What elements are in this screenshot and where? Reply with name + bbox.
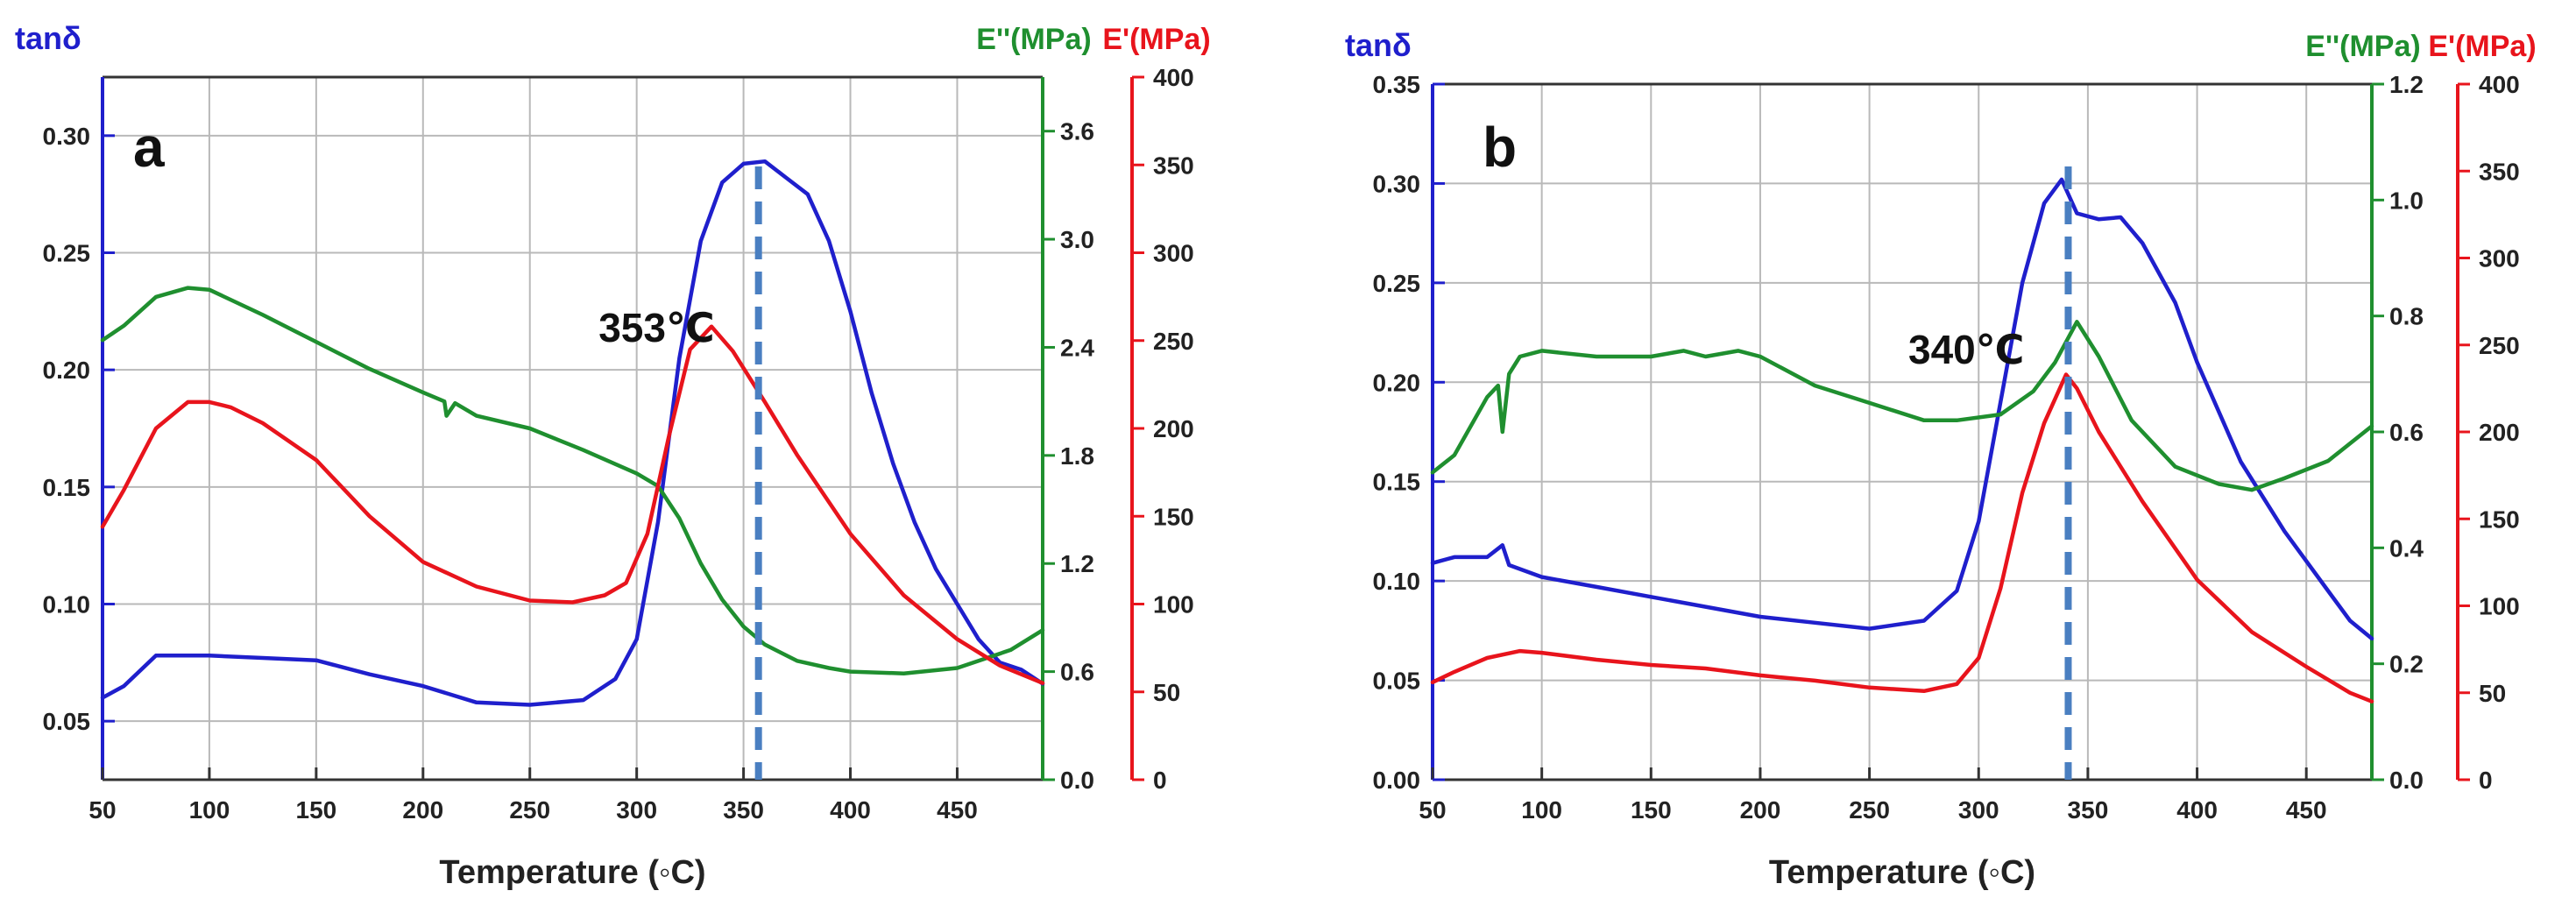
panel-a: 50 100 150 200 250 300 350 400 450 0.05 0.10 0.15 0.… [15, 20, 1211, 891]
e-double-prime-tick-label: 3.0 [1060, 226, 1094, 253]
left-y-tick-label: 0.15 [1373, 469, 1421, 496]
e-prime-tick-label: 200 [1153, 415, 1194, 442]
e-prime-tick-label: 150 [2479, 505, 2520, 533]
e-prime-tick-label: 350 [1153, 152, 1194, 179]
x-axis-title: Temperature (◦C) [439, 854, 705, 891]
left-y-tick-label: 0.10 [1373, 568, 1421, 595]
x-tick-label: 100 [1521, 796, 1562, 824]
e-prime-tick-label: 50 [1153, 679, 1180, 706]
x-tick-label: 50 [88, 796, 116, 824]
e-prime-tick-label: 150 [1153, 503, 1194, 530]
e-double-prime-tick-label: 0.6 [2389, 419, 2424, 446]
left-y-tick-label: 0.25 [43, 240, 91, 267]
e-double-prime-tick-label: 0.0 [2389, 767, 2424, 794]
x-tick-label: 350 [723, 796, 764, 824]
left-y-tick-label: 0.15 [43, 474, 91, 501]
e-double-prime-tick-label: 0.2 [2389, 651, 2424, 678]
left-y-tick-label: 0.10 [43, 591, 91, 619]
x-tick-label: 300 [1958, 796, 1999, 824]
left-y-tick-label: 0.25 [1373, 270, 1421, 297]
x-tick-label: 100 [189, 796, 230, 824]
x-tick-label: 450 [937, 796, 978, 824]
x-tick-label: 400 [830, 796, 871, 824]
tan-delta-line [1430, 177, 2374, 641]
left-y-tick-label: 0.05 [43, 708, 91, 735]
loss-modulus-line [1430, 320, 2374, 492]
e-double-prime-tick-label: 0.0 [1060, 767, 1094, 794]
x-tick-label: 150 [296, 796, 337, 824]
x-tick-label: 250 [1849, 796, 1890, 824]
e-prime-tick-label: 350 [2479, 158, 2520, 185]
e-double-prime-tick-label: 1.0 [2389, 187, 2424, 214]
left-y-tick-label: 0.20 [43, 357, 91, 384]
storage-modulus-line [100, 324, 1045, 685]
peak-temperature-annotation: 353℃ [598, 305, 714, 350]
e-prime-tick-label: 100 [1153, 591, 1194, 619]
panel-label: b [1483, 116, 1517, 179]
e-prime-tick-label: 200 [2479, 419, 2520, 446]
left-y-tick-label: 0.35 [1373, 71, 1421, 98]
x-axis-title: Temperature (◦C) [1769, 854, 2035, 891]
x-tick-label: 150 [1631, 796, 1672, 824]
e-double-prime-tick-label: 0.8 [2389, 303, 2424, 330]
e-prime-tick-label: 0 [1153, 767, 1167, 794]
left-axis-title: tanδ [1345, 27, 1412, 63]
left-y-tick-label: 0.20 [1373, 369, 1421, 396]
x-tick-label: 350 [2068, 796, 2109, 824]
panel-label: a [133, 116, 165, 179]
e-double-prime-tick-label: 3.6 [1060, 118, 1094, 145]
e-prime-tick-label: 250 [2479, 332, 2520, 359]
left-y-tick-label: 0.05 [1373, 668, 1421, 695]
x-tick-label: 400 [2176, 796, 2218, 824]
panel-b: 50 100 150 200 250 300 350 400 4500.000.050.100.… [1345, 27, 2537, 891]
e-double-prime-tick-label: 1.2 [2389, 71, 2424, 98]
peak-temperature-annotation: 340℃ [1908, 327, 2024, 372]
e-double-prime-axis-title: E''(MPa) [976, 23, 1091, 56]
loss-modulus-line [100, 286, 1045, 675]
tan-delta-line [100, 159, 1045, 707]
e-prime-tick-label: 250 [1153, 328, 1194, 355]
x-tick-label: 300 [616, 796, 657, 824]
e-double-prime-axis-title: E''(MPa) [2305, 30, 2420, 63]
left-y-tick-label: 0.00 [1373, 767, 1421, 794]
e-double-prime-tick-label: 0.4 [2389, 534, 2424, 562]
e-prime-axis-title: E'(MPa) [1102, 23, 1210, 56]
e-prime-tick-label: 50 [2479, 680, 2506, 707]
e-prime-tick-label: 0 [2479, 767, 2493, 794]
left-y-tick-label: 0.30 [43, 123, 91, 150]
e-prime-tick-label: 300 [2479, 245, 2520, 272]
e-double-prime-tick-label: 2.4 [1060, 334, 1094, 361]
e-prime-tick-label: 300 [1153, 240, 1194, 267]
x-tick-label: 250 [509, 796, 550, 824]
left-y-tick-label: 0.30 [1373, 170, 1421, 197]
storage-modulus-line [1430, 372, 2374, 703]
e-double-prime-tick-label: 1.2 [1060, 550, 1094, 577]
e-double-prime-tick-label: 1.8 [1060, 442, 1094, 470]
e-prime-axis-title: E'(MPa) [2428, 30, 2536, 63]
e-prime-tick-label: 400 [1153, 64, 1194, 91]
left-axis-title: tanδ [15, 20, 81, 56]
e-prime-tick-label: 400 [2479, 71, 2520, 98]
e-prime-tick-label: 100 [2479, 593, 2520, 620]
e-double-prime-tick-label: 0.6 [1060, 659, 1094, 686]
x-tick-label: 450 [2286, 796, 2327, 824]
x-tick-label: 50 [1419, 796, 1446, 824]
x-tick-label: 200 [402, 796, 443, 824]
x-tick-label: 200 [1740, 796, 1781, 824]
